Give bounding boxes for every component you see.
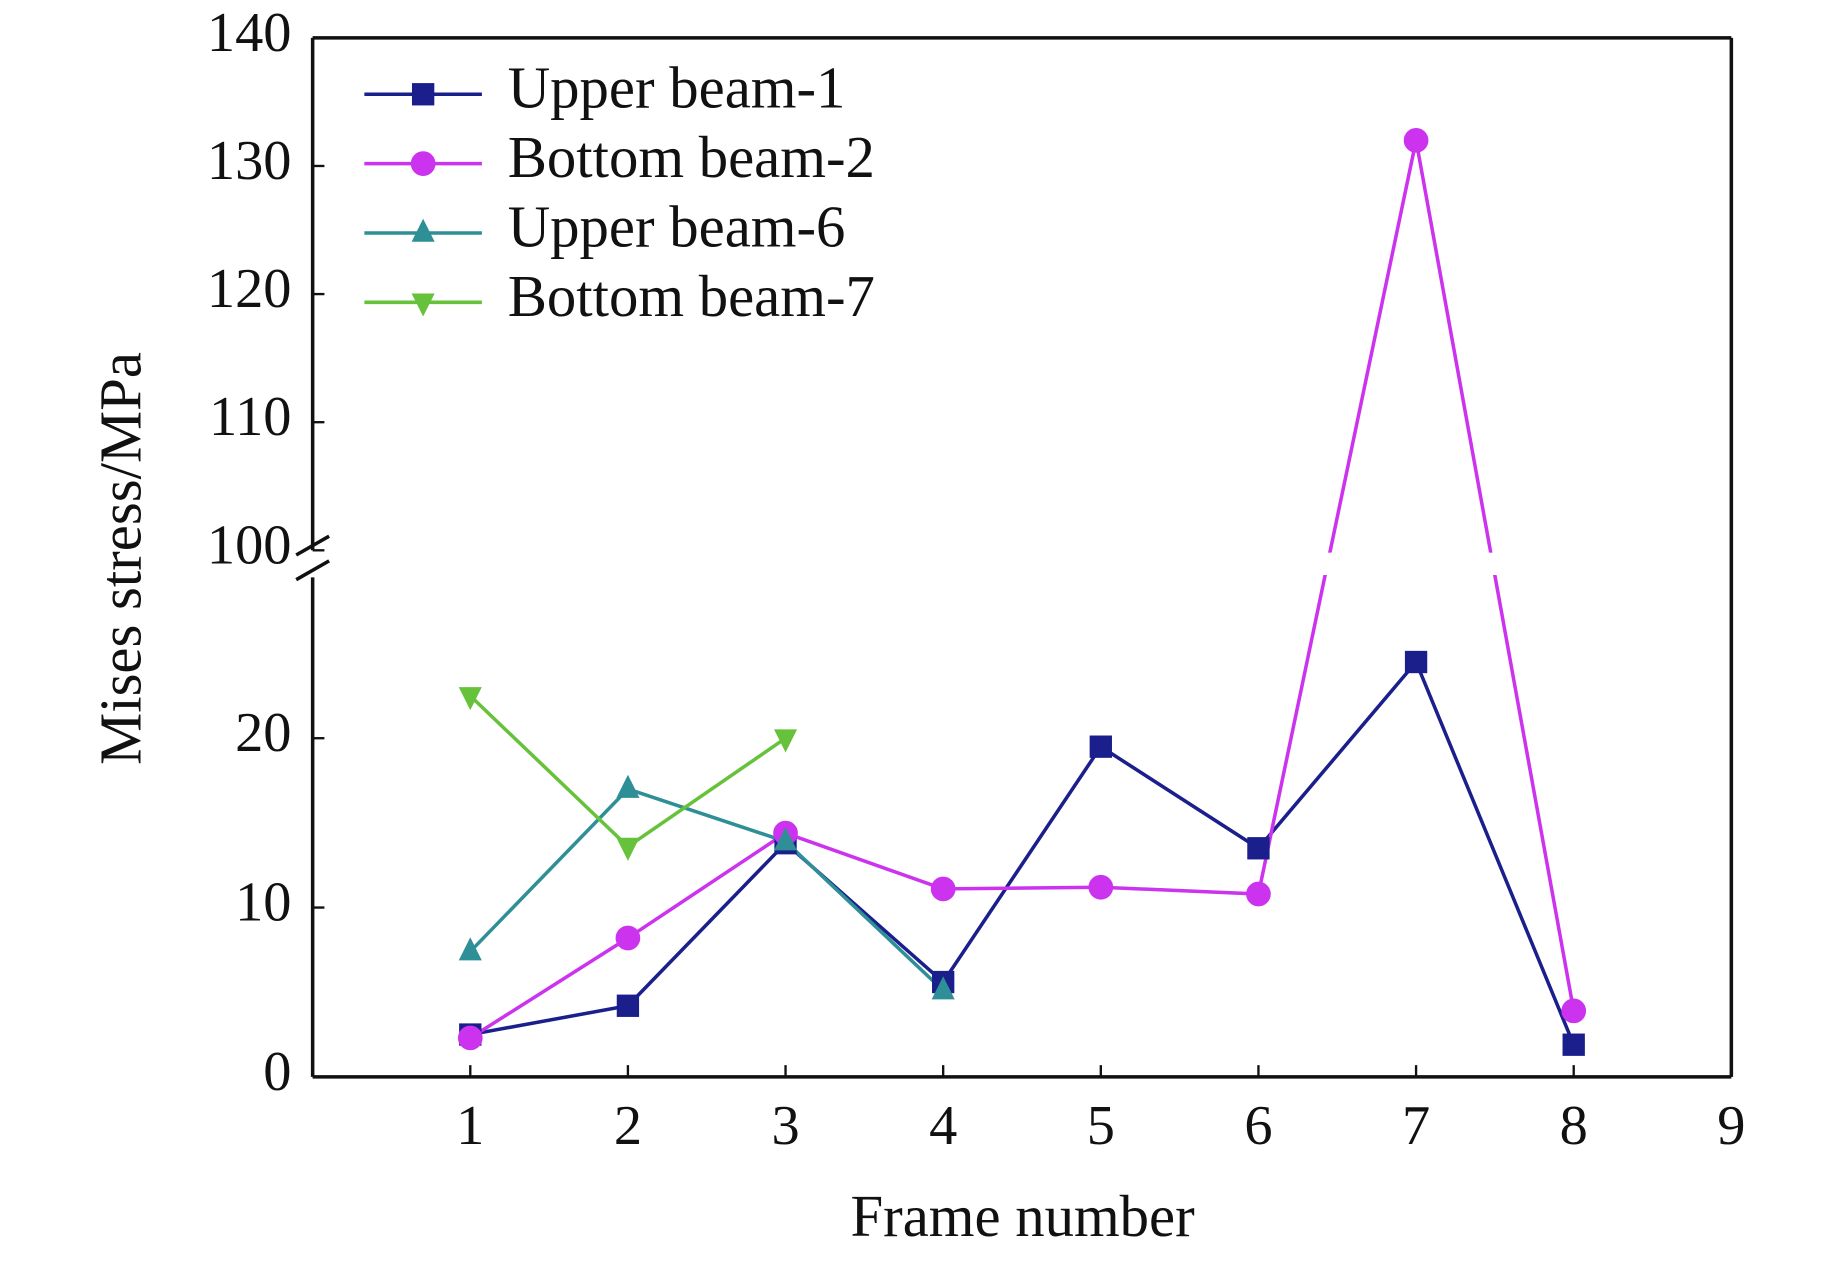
marker [616,774,640,798]
legend-label: Upper beam-6 [508,194,846,259]
marker [410,151,436,176]
marker [1089,735,1112,758]
break-mark [295,559,330,582]
axis-break-gap [315,552,1729,575]
legend-label: Upper beam-1 [508,56,846,121]
marker [931,976,955,1000]
y-tick-label: 110 [209,386,292,448]
x-tick-label: 7 [1402,1095,1430,1157]
marker [1247,837,1270,860]
y-tick-label: 10 [235,872,291,934]
series-line [469,658,1576,1046]
series-line [469,139,1576,1040]
y-axis-label: Mises stress/MPa [88,352,153,765]
y-tick-label: 130 [207,130,292,192]
series-line [469,786,945,992]
x-tick-label: 5 [1087,1095,1115,1157]
marker [458,687,482,711]
marker [1246,881,1271,907]
marker [616,994,640,1017]
y-tick-label: 140 [207,2,292,64]
marker [411,293,435,317]
legend-label: Bottom beam-7 [508,264,875,329]
break-mark [295,534,330,557]
marker [1088,874,1114,900]
marker [930,876,956,902]
x-tick-label: 9 [1717,1095,1745,1157]
marker [616,837,640,861]
marker [1562,1033,1585,1056]
marker [615,925,641,951]
x-axis-label: Frame number [850,1184,1195,1249]
x-tick-label: 4 [929,1095,957,1157]
marker [458,937,482,961]
marker [411,83,435,106]
marker [1561,998,1587,1024]
x-tick-label: 1 [456,1095,484,1157]
y-tick-label: 0 [263,1041,291,1103]
marker [1404,650,1428,674]
marker [457,1025,483,1051]
y-tick-label: 100 [207,514,292,576]
marker [774,827,798,851]
x-tick-label: 8 [1560,1095,1588,1157]
marker [1403,127,1429,153]
marker [774,729,798,753]
x-tick-label: 3 [771,1095,799,1157]
x-tick-label: 2 [614,1095,642,1157]
y-tick-label: 120 [207,258,292,320]
x-tick-label: 6 [1244,1095,1272,1157]
legend-label: Bottom beam-2 [508,125,875,190]
marker [411,218,435,242]
y-tick-label: 20 [235,702,291,764]
